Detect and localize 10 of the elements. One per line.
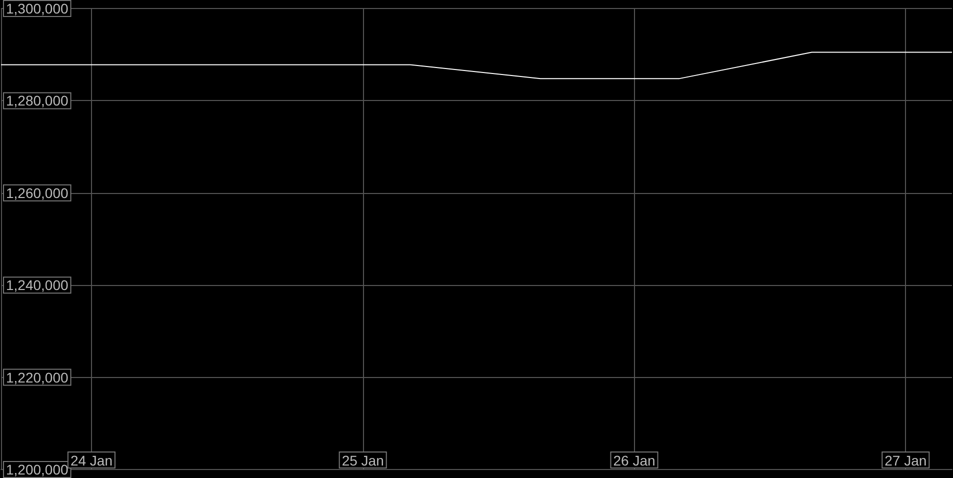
y-tick-label: 1,240,000	[6, 277, 68, 294]
x-tick-label: 25 Jan	[342, 452, 384, 468]
y-tick-label: 1,200,000	[6, 462, 68, 478]
x-tick-label: 27 Jan	[884, 452, 927, 468]
y-tick-label: 1,220,000	[6, 369, 68, 386]
y-tick-label: 1,280,000	[6, 92, 68, 109]
y-tick-label: 1,260,000	[6, 184, 68, 201]
x-tick-label: 24 Jan	[70, 452, 112, 468]
x-tick-label: 26 Jan	[613, 452, 656, 468]
y-tick-label: 1,300,000	[6, 0, 68, 16]
